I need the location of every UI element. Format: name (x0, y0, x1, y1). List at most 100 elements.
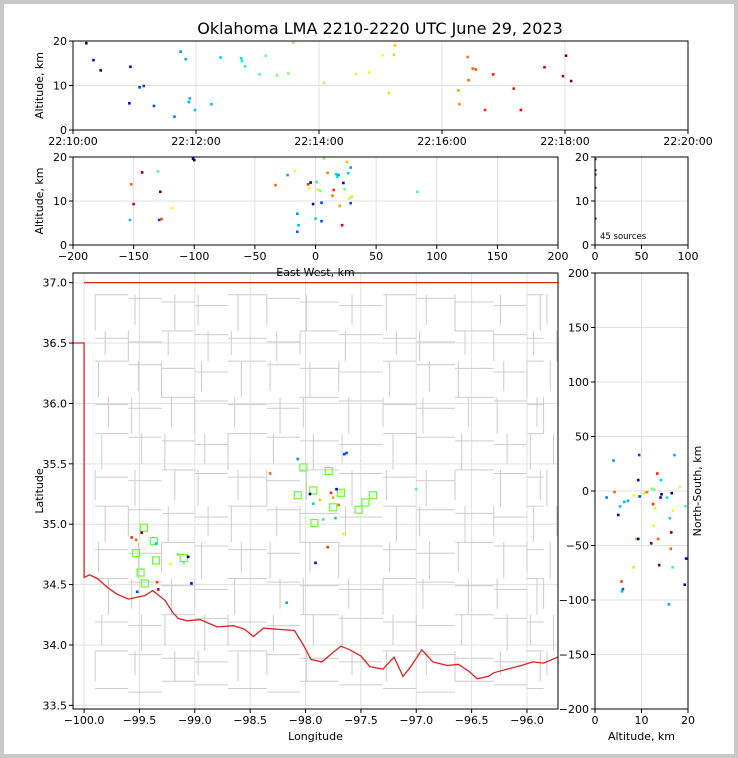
data-point (190, 582, 193, 585)
data-point (342, 452, 346, 456)
y-tick-label: 37.0 (43, 277, 68, 290)
y-tick-label: 20 (53, 151, 67, 164)
data-point (191, 157, 195, 161)
data-point (650, 487, 654, 491)
grid (73, 41, 688, 130)
data-point (467, 78, 470, 82)
station-marker (179, 553, 188, 563)
y-tick-label: 35.5 (43, 458, 68, 471)
histogram-bar (595, 186, 597, 189)
x-tick-label: 22:16:00 (417, 135, 466, 148)
data-point (210, 102, 213, 106)
station-marker (149, 537, 158, 546)
data-point (184, 57, 188, 61)
station-marker (139, 523, 148, 532)
data-point (293, 169, 297, 173)
data-point (635, 537, 638, 541)
data-point (179, 50, 182, 53)
data-point (286, 173, 289, 177)
data-point (656, 472, 659, 475)
x-tick-label: −97.0 (399, 714, 433, 727)
data-point (613, 490, 616, 494)
data-point (667, 603, 671, 606)
x-tick-label: −97.5 (344, 714, 378, 727)
station-marker (140, 579, 150, 588)
data-point (308, 186, 311, 190)
x-tick-label: −99.5 (123, 714, 157, 727)
x-tick-label: 50 (369, 250, 383, 263)
y-axis-label: North-South, km (691, 446, 704, 537)
x-axis-label: Longitude (288, 730, 343, 743)
data-point (322, 157, 326, 161)
data-point (130, 536, 133, 539)
data-point (296, 230, 299, 234)
data-point (138, 85, 141, 89)
data-point (621, 587, 625, 591)
data-point (471, 67, 475, 70)
x-tick-label: −96.5 (455, 714, 489, 727)
station-marker (309, 486, 318, 495)
x-tick-label: −99.0 (178, 714, 212, 727)
y-tick-label: 0 (582, 485, 589, 498)
panel-plan-view: −100.0 −99.5 −99.0 −98.5 −98.0 −97.5 −97.0 −96.… (33, 272, 559, 743)
data-point (159, 190, 162, 194)
data-point (414, 487, 418, 491)
data-point (660, 492, 663, 496)
station-marker (354, 505, 363, 514)
y-tick-label: 35.0 (43, 518, 68, 531)
lma-figure: Oklahoma LMA 2210-2220 UTC June 29, 2023… (33, 19, 713, 743)
station-marker (329, 503, 338, 512)
data-point (157, 218, 161, 222)
data-point (651, 502, 655, 506)
data-point (336, 175, 339, 179)
data-point (332, 188, 335, 192)
y-tick-label: −50 (566, 540, 589, 553)
x-tick-label: 100 (426, 250, 447, 263)
data-point (85, 41, 88, 45)
data-point (309, 181, 312, 184)
data-point (474, 68, 478, 71)
data-point (636, 537, 640, 541)
y-tick-label: 10 (53, 80, 67, 93)
data-point (188, 97, 192, 100)
data-point (659, 478, 663, 482)
data-point (140, 171, 144, 174)
data-point (182, 561, 186, 565)
data-point (171, 206, 174, 210)
x-tick-label: −98.0 (289, 714, 323, 727)
data-point (335, 487, 338, 491)
data-point (315, 180, 319, 184)
data-point (264, 54, 267, 57)
data-point (331, 496, 335, 499)
grid (595, 273, 688, 709)
data-point (669, 547, 673, 551)
x-tick-label: 22:14:00 (294, 135, 343, 148)
data-point (669, 531, 673, 534)
data-point (657, 563, 661, 567)
data-point (296, 212, 299, 216)
data-point (337, 503, 341, 507)
y-tick-label: 10 (53, 195, 67, 208)
station-marker (151, 556, 161, 565)
data-point (314, 561, 317, 565)
data-point (193, 108, 197, 112)
y-tick-label: 34.0 (43, 639, 68, 652)
data-point (342, 181, 345, 185)
data-point (140, 531, 143, 534)
data-point (320, 201, 323, 205)
data-point (134, 538, 138, 542)
data-points (605, 453, 688, 606)
y-tick-label: 34.5 (43, 579, 68, 592)
panel-time-altitude: 22:10:00 22:12:00 22:14:00 22:16:00 22:18:00… (33, 35, 713, 148)
y-tick-label: −200 (559, 703, 589, 716)
data-point (620, 580, 623, 583)
x-tick-label: 150 (487, 250, 508, 263)
x-tick-label: −200 (58, 250, 88, 263)
data-point (285, 601, 289, 605)
data-point (620, 589, 624, 593)
y-tick-label: 33.5 (43, 699, 68, 712)
y-tick-label: 0 (582, 239, 589, 252)
station-marker (336, 488, 346, 497)
axes-frame (72, 272, 559, 710)
data-point (268, 472, 272, 475)
